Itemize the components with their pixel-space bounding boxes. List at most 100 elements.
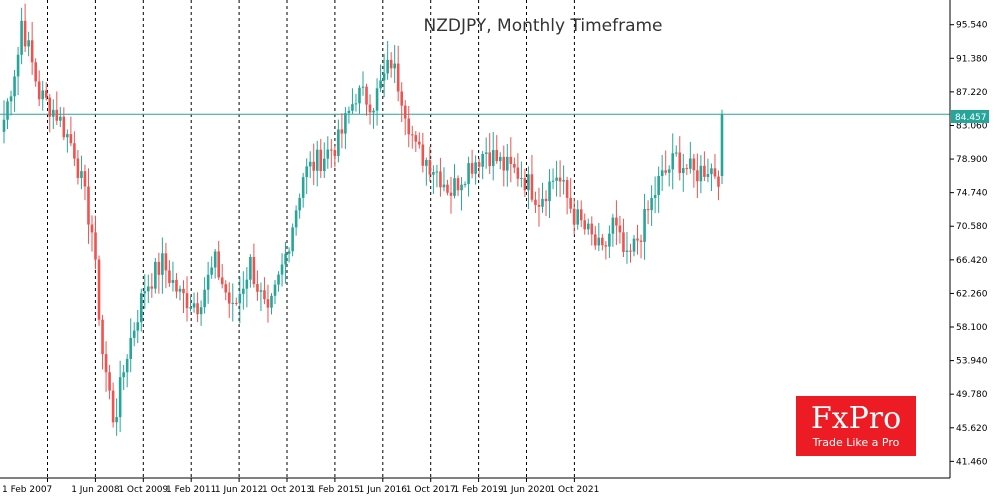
candle-body — [513, 163, 516, 168]
candle-body — [259, 290, 263, 292]
candle-body — [625, 250, 629, 252]
candle-body — [182, 288, 185, 294]
y-tick-label: 49.780 — [956, 390, 988, 400]
candle-body — [583, 220, 587, 230]
candle-body — [477, 162, 481, 167]
candle-body — [572, 208, 576, 225]
candle-body — [203, 289, 206, 308]
candle-body — [456, 178, 460, 191]
candle-body — [234, 302, 238, 304]
candle-body — [44, 90, 48, 98]
candle-body — [410, 134, 414, 136]
candle-body — [238, 293, 242, 304]
candle-body — [20, 20, 23, 55]
candle-body — [565, 180, 569, 198]
candle-body — [537, 204, 541, 207]
candle-body — [322, 158, 326, 171]
candle-body — [111, 390, 115, 423]
candle-body — [534, 199, 537, 205]
candle-body — [284, 253, 287, 265]
candle-body — [551, 180, 555, 182]
candle-body — [386, 59, 389, 74]
candle-body — [171, 279, 175, 283]
candle-body — [632, 238, 636, 252]
candle-body — [66, 134, 69, 138]
y-tick-label: 91.380 — [956, 54, 988, 64]
candle-body — [192, 303, 196, 308]
y-tick-label: 74.740 — [956, 189, 988, 199]
candle-body — [678, 152, 682, 174]
candle-body — [481, 153, 484, 167]
candle-body — [562, 180, 565, 182]
candle-body — [428, 160, 432, 175]
y-tick-label: 41.460 — [956, 457, 988, 467]
candle-body — [365, 86, 368, 105]
candle-body — [418, 141, 421, 145]
candle-body — [382, 73, 386, 81]
candle-body — [277, 274, 280, 285]
candle-body — [706, 174, 710, 177]
candle-body — [460, 184, 463, 191]
candle-body — [361, 86, 365, 88]
candle-body — [326, 149, 330, 159]
candle-body — [129, 337, 133, 359]
candle-body — [421, 144, 425, 166]
y-tick-label: 66.420 — [956, 256, 988, 266]
candle-body — [449, 192, 453, 196]
candle-body — [541, 198, 544, 207]
fxpro-tagline: Trade Like a Pro — [812, 436, 900, 449]
candle-body — [256, 284, 259, 292]
candle-body — [618, 225, 622, 233]
candle-body — [354, 103, 358, 105]
candle-body — [442, 184, 446, 188]
candle-body — [37, 81, 41, 100]
chart-title: NZDJPY, Monthly Timeframe — [423, 16, 662, 36]
candle-body — [147, 286, 150, 292]
candle-body — [439, 171, 442, 188]
x-tick-label: 1 Jun 2012 — [215, 485, 263, 495]
candle-body — [506, 156, 509, 171]
candle-body — [692, 158, 696, 171]
candle-body — [689, 158, 692, 169]
candle-body — [558, 177, 562, 182]
candle-body — [189, 307, 192, 309]
candle-body — [523, 178, 527, 191]
candle-body — [80, 171, 83, 178]
candle-body — [199, 307, 203, 315]
candle-body — [210, 267, 213, 275]
candle-body — [196, 303, 199, 315]
candle-body — [555, 177, 558, 181]
candle-body — [319, 149, 323, 171]
candle-body — [340, 129, 344, 134]
candle-body — [136, 322, 140, 331]
candle-body — [51, 109, 55, 117]
candle-body — [502, 156, 506, 171]
candle-body — [273, 284, 277, 296]
candle-body — [604, 245, 608, 247]
candle-body — [41, 90, 45, 100]
candle-body — [34, 62, 37, 82]
candle-body — [527, 174, 530, 191]
candle-body — [608, 233, 611, 247]
candle-body — [393, 63, 396, 69]
y-tick-label: 53.940 — [956, 357, 988, 367]
candle-body — [470, 163, 474, 174]
candle-body — [389, 59, 393, 69]
candle-body — [495, 150, 499, 162]
candle-body — [150, 286, 154, 289]
candle-body — [432, 172, 435, 175]
candle-body — [544, 198, 548, 202]
x-tick-label: 1 Oct 2017 — [406, 485, 456, 495]
candle-body — [699, 165, 703, 182]
candle-body — [593, 234, 597, 246]
candle-body — [157, 261, 161, 275]
candle-body — [249, 256, 252, 280]
candle-body — [453, 178, 456, 196]
candle-body — [245, 279, 249, 289]
candle-body — [90, 224, 94, 233]
candle-body — [118, 377, 122, 418]
candle-body — [73, 143, 76, 159]
candle-body — [407, 118, 411, 135]
